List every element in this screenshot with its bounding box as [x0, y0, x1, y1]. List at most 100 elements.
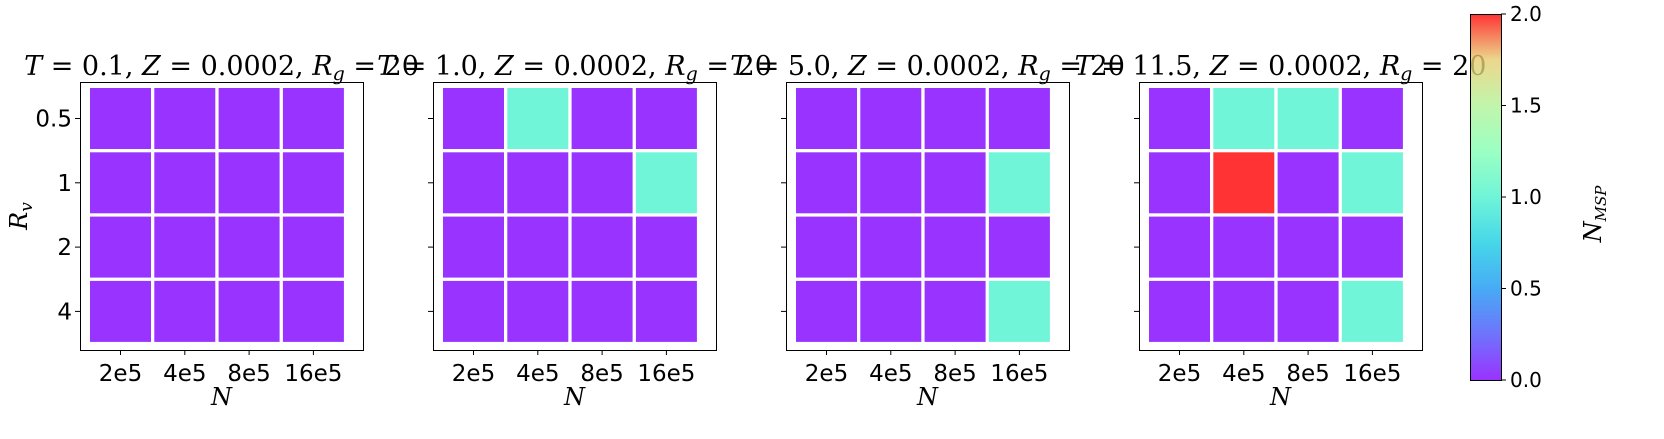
axes-frame: [1139, 82, 1423, 351]
title-part: = 0.0002,: [514, 51, 665, 82]
heatmap-cell: [154, 216, 216, 278]
title-part: Z: [141, 51, 162, 82]
heatmap-cell: [218, 216, 280, 278]
heatmap-cell: [90, 216, 151, 278]
heatmap-cell: [1213, 280, 1275, 342]
heatmap-cell: [1213, 88, 1275, 149]
heatmap-cell: [507, 152, 569, 214]
axes-frame: [786, 82, 1070, 351]
title-part: = 5.0,: [748, 51, 848, 82]
heatmap-cell: [571, 280, 633, 342]
heatmap-cell: [860, 152, 922, 214]
heatmap-cell: [443, 280, 504, 342]
heatmap-cell: [796, 152, 857, 214]
y-tick-label: 2: [57, 235, 72, 261]
colorbar-tick-label: 1.0: [1510, 185, 1542, 209]
heatmap-cell: [1277, 88, 1339, 149]
x-tick-label: 16e5: [990, 361, 1048, 387]
y-tick-label: 1: [57, 171, 72, 197]
title-part: = 20: [698, 51, 772, 82]
title-part: T: [24, 51, 44, 82]
heatmap-cell: [443, 88, 504, 149]
heatmap-cell: [988, 88, 1050, 149]
heatmap-panel-4: 2e5 4e5 8e5 16e5 T = 11.5, Z = 0.0002, Rg = …: [1075, 51, 1487, 411]
heatmap-cell: [571, 152, 633, 214]
x-axis-label: N: [1269, 383, 1292, 411]
heatmap-cell: [1341, 280, 1403, 342]
x-tick-label: 8e5: [580, 361, 623, 387]
colorbar-tick-label: 1.5: [1510, 94, 1542, 118]
heatmap-cell: [988, 280, 1050, 342]
title-part: T: [1075, 51, 1095, 82]
heatmap-cell: [218, 152, 280, 214]
x-tick-label: 16e5: [1343, 361, 1401, 387]
heatmap-cell: [924, 280, 986, 342]
heatmap-cell: [507, 88, 569, 149]
title-part: = 20: [345, 51, 419, 82]
heatmap-cell: [924, 152, 986, 214]
title-part: Z: [847, 51, 868, 82]
heatmap-cell: [154, 88, 216, 149]
x-tick-label: 8e5: [227, 361, 270, 387]
x-tick-label: 4e5: [1222, 361, 1265, 387]
x-tick-label: 16e5: [284, 361, 342, 387]
heatmap-cell: [796, 88, 857, 149]
y-tick-label: 4: [57, 299, 72, 325]
x-tick-label: 2e5: [452, 361, 495, 387]
heatmap-cell: [443, 152, 504, 214]
colorbar-label-sub: MSP: [1592, 185, 1610, 223]
heatmap-cell: [90, 88, 151, 149]
colorbar-gradient: [1470, 14, 1501, 380]
heatmap-cell: [218, 88, 280, 149]
x-tick-label: 4e5: [869, 361, 912, 387]
colorbar: 0.0 0.5 1.0 1.5 2.0 NMSP: [1470, 2, 1610, 392]
heatmap-cell: [860, 88, 922, 149]
panel-title: T = 5.0, Z = 0.0002, Rg = 20: [730, 51, 1125, 85]
y-tick-label: 0.5: [35, 107, 72, 133]
heatmap-cell: [796, 280, 857, 342]
heatmap-cell: [1149, 216, 1210, 278]
heatmap-cell: [282, 152, 344, 214]
axes-frame: [80, 82, 364, 351]
heatmap-cell: [860, 280, 922, 342]
colorbar-tick-label: 2.0: [1510, 2, 1542, 26]
heatmap-cell: [218, 280, 280, 342]
heatmap-cell: [1213, 152, 1275, 214]
title-part: R: [1379, 51, 1400, 82]
heatmap-cell: [988, 152, 1050, 214]
x-axis-label: N: [563, 383, 586, 411]
heatmap-panels: 2e5 4e5 8e5 16e5 0.5 1 2 4 T = 0.1, Z = 0.0002, …: [5, 51, 1486, 411]
title-part: R: [311, 51, 332, 82]
title-part: = 0.1,: [42, 51, 142, 82]
x-tick-label: 8e5: [933, 361, 976, 387]
colorbar-tick-label: 0.5: [1510, 277, 1542, 301]
y-label-sub: v: [17, 202, 37, 212]
heatmap-cell: [1341, 216, 1403, 278]
title-part: = 0.0002,: [161, 51, 312, 82]
title-part: = 1.0,: [395, 51, 495, 82]
heatmap-cell: [282, 216, 344, 278]
heatmap-cell: [507, 280, 569, 342]
title-part: Z: [1209, 51, 1230, 82]
title-part: g: [333, 63, 345, 85]
heatmap-cell: [860, 216, 922, 278]
heatmap-cell: [1341, 152, 1403, 214]
heatmap-cell: [924, 216, 986, 278]
heatmap-cell: [1213, 216, 1275, 278]
title-part: T: [730, 51, 750, 82]
heatmap-cell: [154, 152, 216, 214]
heatmap-panel-2: 2e5 4e5 8e5 16e5 T = 1.0, Z = 0.0002, Rg = 2…: [377, 51, 772, 411]
title-part: = 11.5,: [1093, 51, 1210, 82]
x-tick-label: 8e5: [1286, 361, 1329, 387]
panel-title: T = 11.5, Z = 0.0002, Rg = 20: [1075, 51, 1487, 85]
heatmap-cell: [1277, 152, 1339, 214]
title-part: T: [377, 51, 397, 82]
heatmap-panel-1: 2e5 4e5 8e5 16e5 0.5 1 2 4 T = 0.1, Z = 0.0002, …: [5, 51, 419, 411]
title-part: R: [1017, 51, 1038, 82]
heatmap-cell: [1149, 152, 1210, 214]
heatmap-cell: [635, 88, 697, 149]
heatmap-cell: [796, 216, 857, 278]
x-axis-label: N: [916, 383, 939, 411]
heatmap-cell: [282, 88, 344, 149]
axes-frame: [433, 82, 717, 351]
